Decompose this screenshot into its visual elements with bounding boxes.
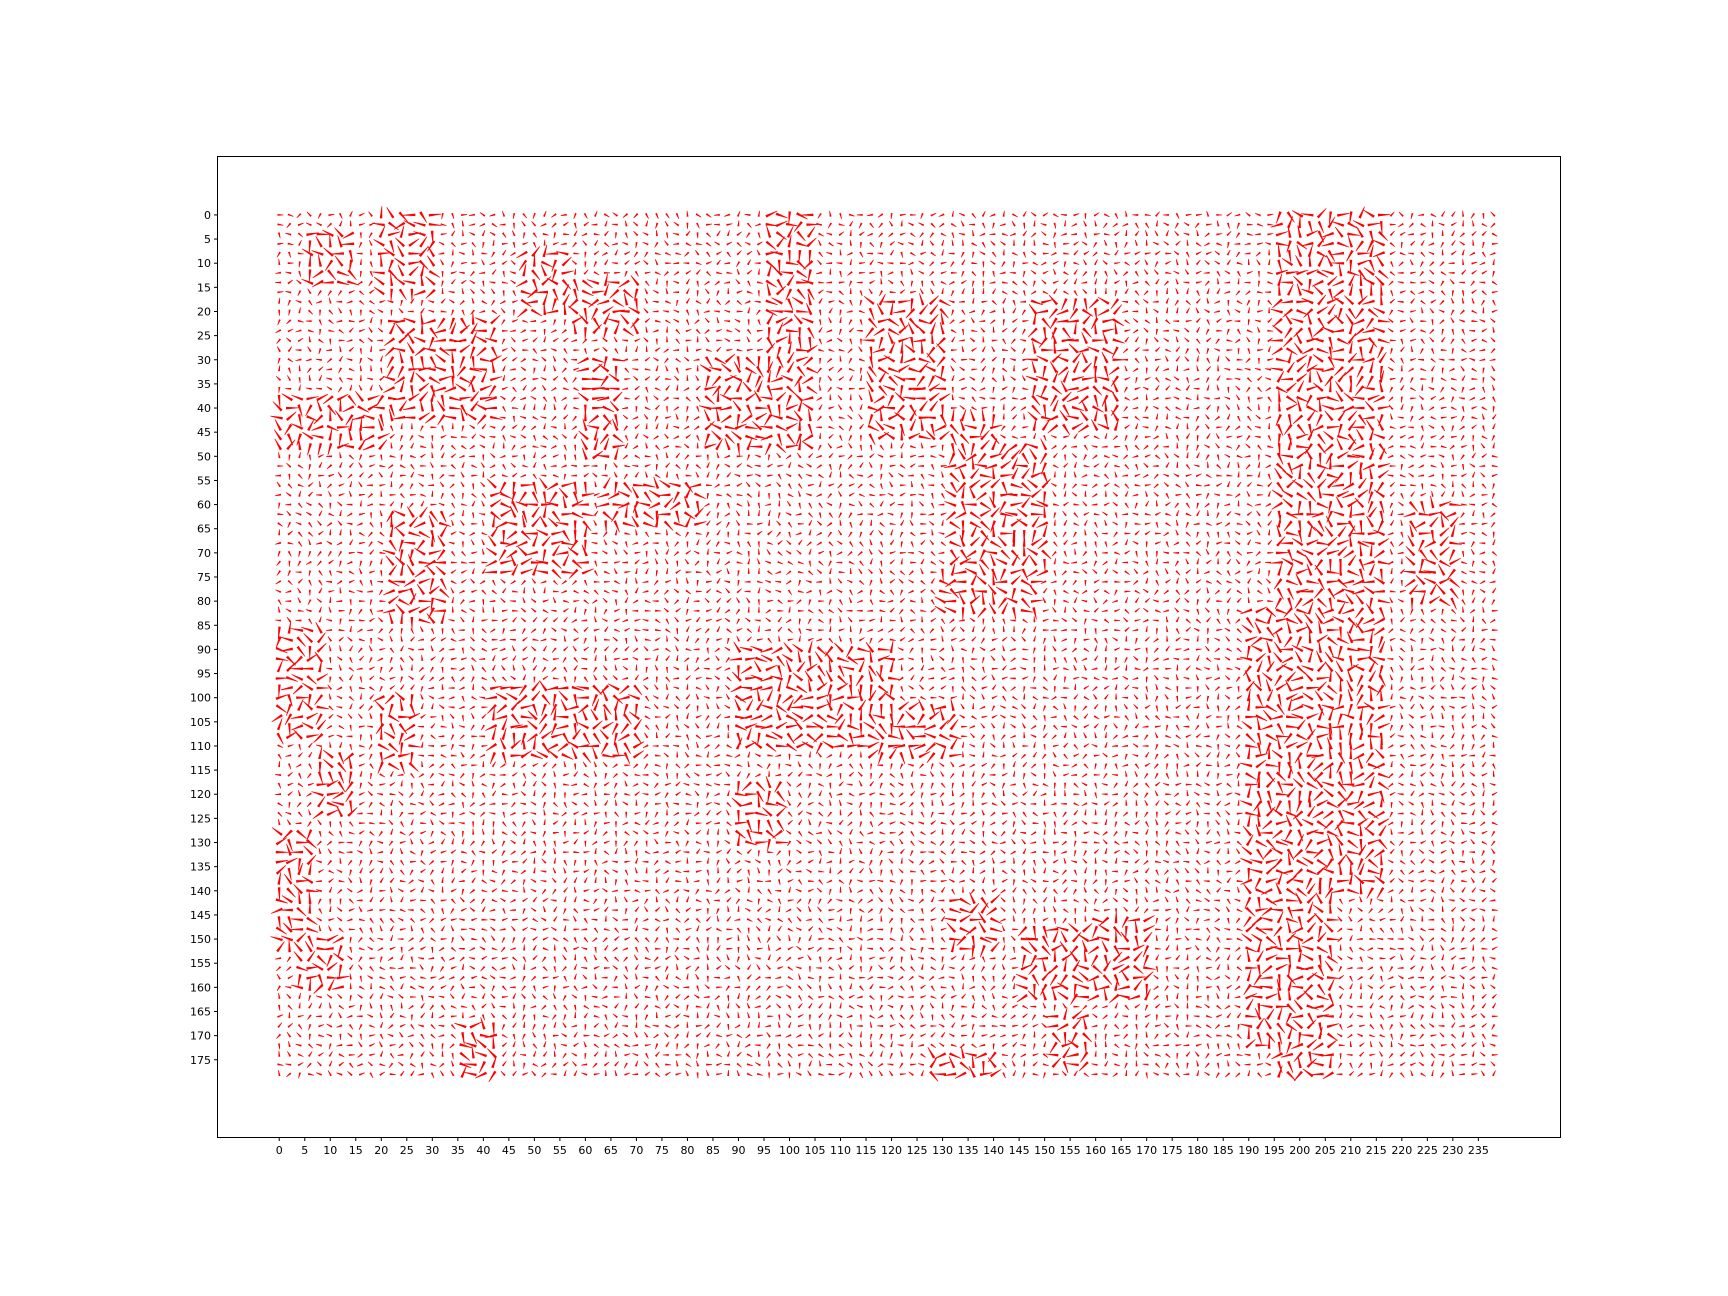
y-tick-label: 120 (190, 788, 211, 801)
y-tick-label: 45 (197, 426, 211, 439)
x-tick-label: 220 (1391, 1144, 1412, 1157)
x-tick-label: 60 (578, 1144, 592, 1157)
x-tick-label: 170 (1136, 1144, 1157, 1157)
y-tick-label: 5 (204, 233, 211, 246)
x-tick-label: 165 (1111, 1144, 1132, 1157)
y-tick-label: 25 (197, 330, 211, 343)
y-tick-label: 10 (197, 257, 211, 270)
y-tick-label: 0 (204, 209, 211, 222)
x-tick-label: 200 (1289, 1144, 1310, 1157)
y-tick-label: 110 (190, 740, 211, 753)
y-tick-label: 165 (190, 1005, 211, 1018)
y-axis-ticks: 0 5 10 15 20 25 30 35 40 45 50 55 60 65 70 75 80 85 90 95 10… (190, 209, 218, 1067)
x-tick-label: 100 (779, 1144, 800, 1157)
x-tick-label: 95 (757, 1144, 771, 1157)
x-tick-label: 185 (1213, 1144, 1234, 1157)
x-tick-label: 150 (1034, 1144, 1055, 1157)
y-tick-label: 175 (190, 1054, 211, 1067)
y-tick-label: 60 (197, 499, 211, 512)
x-tick-label: 40 (476, 1144, 490, 1157)
y-tick-label: 125 (190, 812, 211, 825)
x-tick-label: 50 (527, 1144, 541, 1157)
y-tick-label: 100 (190, 692, 211, 705)
y-tick-label: 140 (190, 885, 211, 898)
y-tick-label: 105 (190, 716, 211, 729)
x-tick-label: 175 (1162, 1144, 1183, 1157)
x-tick-label: 25 (400, 1144, 414, 1157)
x-tick-label: 180 (1187, 1144, 1208, 1157)
x-tick-label: 105 (805, 1144, 826, 1157)
y-tick-label: 145 (190, 909, 211, 922)
y-tick-label: 90 (197, 643, 211, 656)
x-tick-label: 35 (451, 1144, 465, 1157)
x-tick-label: 110 (830, 1144, 851, 1157)
y-tick-label: 70 (197, 547, 211, 560)
x-tick-label: 135 (958, 1144, 979, 1157)
x-tick-label: 85 (706, 1144, 720, 1157)
x-tick-label: 15 (349, 1144, 363, 1157)
x-tick-label: 90 (731, 1144, 745, 1157)
x-tick-label: 225 (1417, 1144, 1438, 1157)
x-axis-ticks: 0 5 10 15 20 25 30 35 40 45 50 55 60 65 70 75 80 85 90 95 10… (276, 1137, 1489, 1157)
x-tick-label: 5 (301, 1144, 308, 1157)
x-tick-label: 80 (680, 1144, 694, 1157)
y-tick-label: 95 (197, 668, 211, 681)
x-tick-label: 65 (604, 1144, 618, 1157)
y-tick-label: 155 (190, 957, 211, 970)
y-tick-label: 20 (197, 305, 211, 318)
y-tick-label: 65 (197, 523, 211, 536)
y-tick-label: 30 (197, 354, 211, 367)
x-tick-label: 205 (1315, 1144, 1336, 1157)
x-tick-label: 70 (629, 1144, 643, 1157)
x-tick-label: 55 (553, 1144, 567, 1157)
y-tick-label: 160 (190, 981, 211, 994)
y-tick-label: 55 (197, 474, 211, 487)
y-tick-label: 85 (197, 619, 211, 632)
x-tick-label: 10 (323, 1144, 337, 1157)
y-tick-label: 75 (197, 571, 211, 584)
y-tick-label: 115 (190, 764, 211, 777)
x-tick-label: 215 (1366, 1144, 1387, 1157)
y-tick-label: 80 (197, 595, 211, 608)
x-tick-label: 130 (932, 1144, 953, 1157)
x-tick-label: 190 (1238, 1144, 1259, 1157)
y-tick-label: 170 (190, 1030, 211, 1043)
x-tick-label: 75 (655, 1144, 669, 1157)
y-tick-label: 130 (190, 837, 211, 850)
x-tick-label: 140 (983, 1144, 1004, 1157)
x-tick-label: 155 (1060, 1144, 1081, 1157)
x-tick-label: 0 (276, 1144, 283, 1157)
y-tick-label: 150 (190, 933, 211, 946)
quiver-arrows (270, 205, 1498, 1083)
y-tick-label: 40 (197, 402, 211, 415)
x-tick-label: 125 (907, 1144, 928, 1157)
x-tick-label: 210 (1340, 1144, 1361, 1157)
y-tick-label: 35 (197, 378, 211, 391)
x-tick-label: 145 (1009, 1144, 1030, 1157)
x-tick-label: 30 (425, 1144, 439, 1157)
x-tick-label: 195 (1264, 1144, 1285, 1157)
x-tick-label: 230 (1442, 1144, 1463, 1157)
y-tick-label: 15 (197, 281, 211, 294)
x-tick-label: 160 (1085, 1144, 1106, 1157)
y-tick-label: 50 (197, 450, 211, 463)
x-tick-label: 20 (374, 1144, 388, 1157)
x-tick-label: 120 (881, 1144, 902, 1157)
y-tick-label: 135 (190, 861, 211, 874)
arrow-field (270, 205, 1498, 1083)
axes-frame (217, 156, 1561, 1138)
x-tick-label: 115 (856, 1144, 877, 1157)
x-tick-label: 45 (502, 1144, 516, 1157)
x-tick-label: 235 (1468, 1144, 1489, 1157)
